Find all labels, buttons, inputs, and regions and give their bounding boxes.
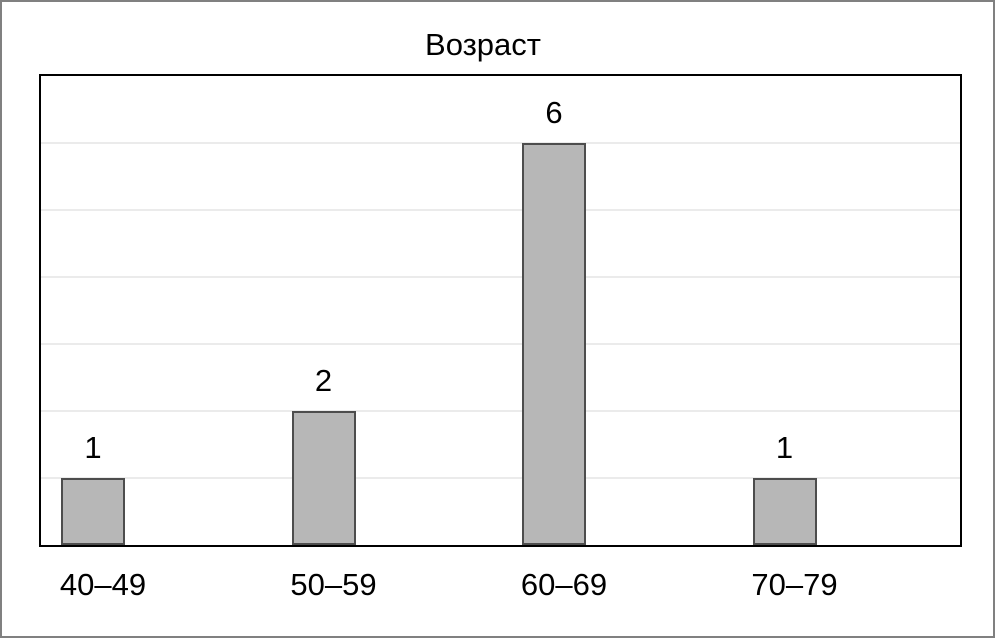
gridline-y4	[41, 276, 960, 278]
bar-value-label: 6	[545, 95, 563, 130]
gridline-y6	[41, 142, 960, 144]
bar-value-label: 1	[775, 430, 794, 465]
bar-value-label: 1	[84, 430, 102, 465]
x-tick-label-70–79: 70–79	[751, 567, 838, 602]
gridline-y5	[41, 209, 960, 211]
gridline-y2	[41, 410, 960, 412]
x-tick-label-50–59: 50–59	[290, 567, 377, 602]
bar-50–59	[291, 411, 356, 545]
gridline-y3	[41, 343, 960, 345]
x-tick-label-60–69: 60–69	[520, 567, 608, 602]
bar-40–49	[61, 478, 125, 545]
bar-value-label: 2	[314, 363, 333, 398]
plot-area: 1 2 6 1	[39, 74, 962, 547]
bar-60–69	[522, 143, 586, 545]
bar-70–79	[752, 478, 817, 545]
gridline-y1	[41, 477, 960, 479]
x-tick-label-40–49: 40–49	[59, 567, 147, 602]
chart-title: Возраст	[425, 27, 541, 62]
